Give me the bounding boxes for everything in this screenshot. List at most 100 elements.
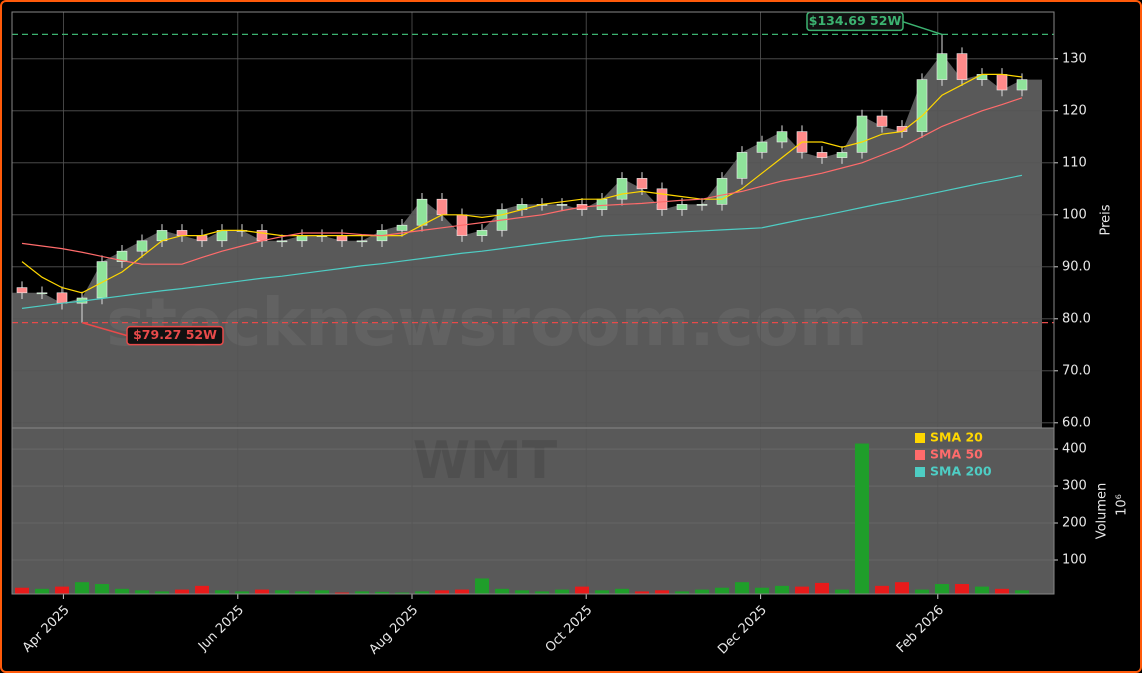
volume-bar xyxy=(875,585,889,594)
volume-bar xyxy=(215,590,229,594)
volume-bar xyxy=(675,591,689,594)
candle-body xyxy=(556,204,568,206)
volume-bar xyxy=(315,590,329,594)
volume-bar xyxy=(855,443,869,594)
watermark: WMT xyxy=(413,431,558,491)
candle-body xyxy=(16,287,28,294)
candle-body xyxy=(336,235,348,242)
x-tick-label: Jun 2025 xyxy=(195,603,247,655)
candle-body xyxy=(876,115,888,127)
candle-body xyxy=(996,74,1008,91)
volume-bar xyxy=(455,589,469,594)
legend-label: SMA 200 xyxy=(930,464,992,479)
candle-body xyxy=(356,240,368,243)
candle-body xyxy=(416,198,428,226)
candle-body xyxy=(776,131,788,143)
volume-bar xyxy=(35,588,49,594)
y-tick-label: 60.0 xyxy=(1062,415,1091,430)
volume-bar xyxy=(1015,590,1029,594)
y-tick-label: 120 xyxy=(1062,103,1087,118)
volume-bar xyxy=(295,591,309,594)
candle-body xyxy=(276,240,288,243)
candle-body xyxy=(916,79,928,132)
volume-bar xyxy=(955,584,969,594)
candle-body xyxy=(716,178,728,205)
sma-line xyxy=(21,174,1023,309)
candle-body xyxy=(196,235,208,242)
volume-bar xyxy=(335,592,349,594)
volume-bar xyxy=(895,582,909,594)
y-tick-label: 90.0 xyxy=(1062,259,1091,274)
annotation-arrow xyxy=(901,20,943,36)
volume-bar xyxy=(775,585,789,594)
candle-body xyxy=(656,188,668,210)
candle-body xyxy=(816,152,828,158)
y-tick-label: 300 xyxy=(1062,479,1087,494)
annotation-box xyxy=(126,325,224,346)
volume-bar xyxy=(155,591,169,594)
candle-body xyxy=(936,53,948,80)
candle-body xyxy=(296,235,308,242)
volume-bar xyxy=(795,586,809,594)
volume-bar xyxy=(615,588,629,594)
candle-body xyxy=(636,178,648,190)
volume-bar xyxy=(495,588,509,594)
volume-bar xyxy=(735,582,749,594)
legend-swatch xyxy=(915,450,925,460)
candle-body xyxy=(176,230,188,236)
volume-bar xyxy=(535,591,549,594)
y-axis-label: Volumen xyxy=(1095,483,1110,540)
candle-body xyxy=(136,240,148,252)
y-tick-label: 400 xyxy=(1062,442,1087,457)
candle-body xyxy=(676,204,688,210)
price-area xyxy=(12,53,1042,428)
candle-body xyxy=(36,292,48,295)
y-tick-label: 200 xyxy=(1062,516,1087,531)
legend-swatch xyxy=(915,433,925,443)
volume-bar xyxy=(15,587,29,594)
volume-bar xyxy=(415,591,429,594)
volume-frame xyxy=(11,427,1055,595)
volume-bar xyxy=(255,589,269,594)
volume-bar xyxy=(975,586,989,594)
volume-bar xyxy=(815,582,829,594)
volume-bar xyxy=(595,590,609,594)
volume-bar xyxy=(935,584,949,594)
volume-bar xyxy=(915,589,929,594)
volume-bar xyxy=(195,585,209,594)
x-tick-label: Feb 2026 xyxy=(894,603,947,656)
volume-bar xyxy=(115,588,129,594)
candle-body xyxy=(476,230,488,236)
candle-body xyxy=(856,115,868,153)
candle-body xyxy=(956,53,968,80)
volume-bar xyxy=(275,590,289,594)
sma-line xyxy=(21,97,1023,265)
candle-body xyxy=(56,292,68,304)
x-tick-label: Aug 2025 xyxy=(366,603,421,658)
volume-bar xyxy=(355,591,369,594)
y-tick-label: 100 xyxy=(1062,207,1087,222)
x-tick-label: Dec 2025 xyxy=(715,603,770,658)
candle-body xyxy=(396,224,408,231)
volume-bar xyxy=(995,588,1009,594)
volume-bar xyxy=(835,589,849,594)
volume-bar xyxy=(555,589,569,594)
legend-label: SMA 50 xyxy=(930,447,983,462)
legend-label: SMA 20 xyxy=(930,430,983,445)
annotation: $79.27 52W xyxy=(126,325,224,346)
volume-bar xyxy=(575,586,589,594)
candle-body xyxy=(596,198,608,210)
volume-bar xyxy=(175,589,189,594)
volume-bar xyxy=(135,590,149,594)
volume-bar xyxy=(695,589,709,594)
candle-body xyxy=(696,204,708,206)
candle-body xyxy=(836,152,848,158)
candle-body xyxy=(736,152,748,179)
volume-bar xyxy=(55,586,69,594)
y-tick-label: 130 xyxy=(1062,51,1087,66)
y-axis-label: Preis xyxy=(1099,204,1114,235)
volume-bar xyxy=(655,590,669,594)
candle-body xyxy=(756,141,768,153)
